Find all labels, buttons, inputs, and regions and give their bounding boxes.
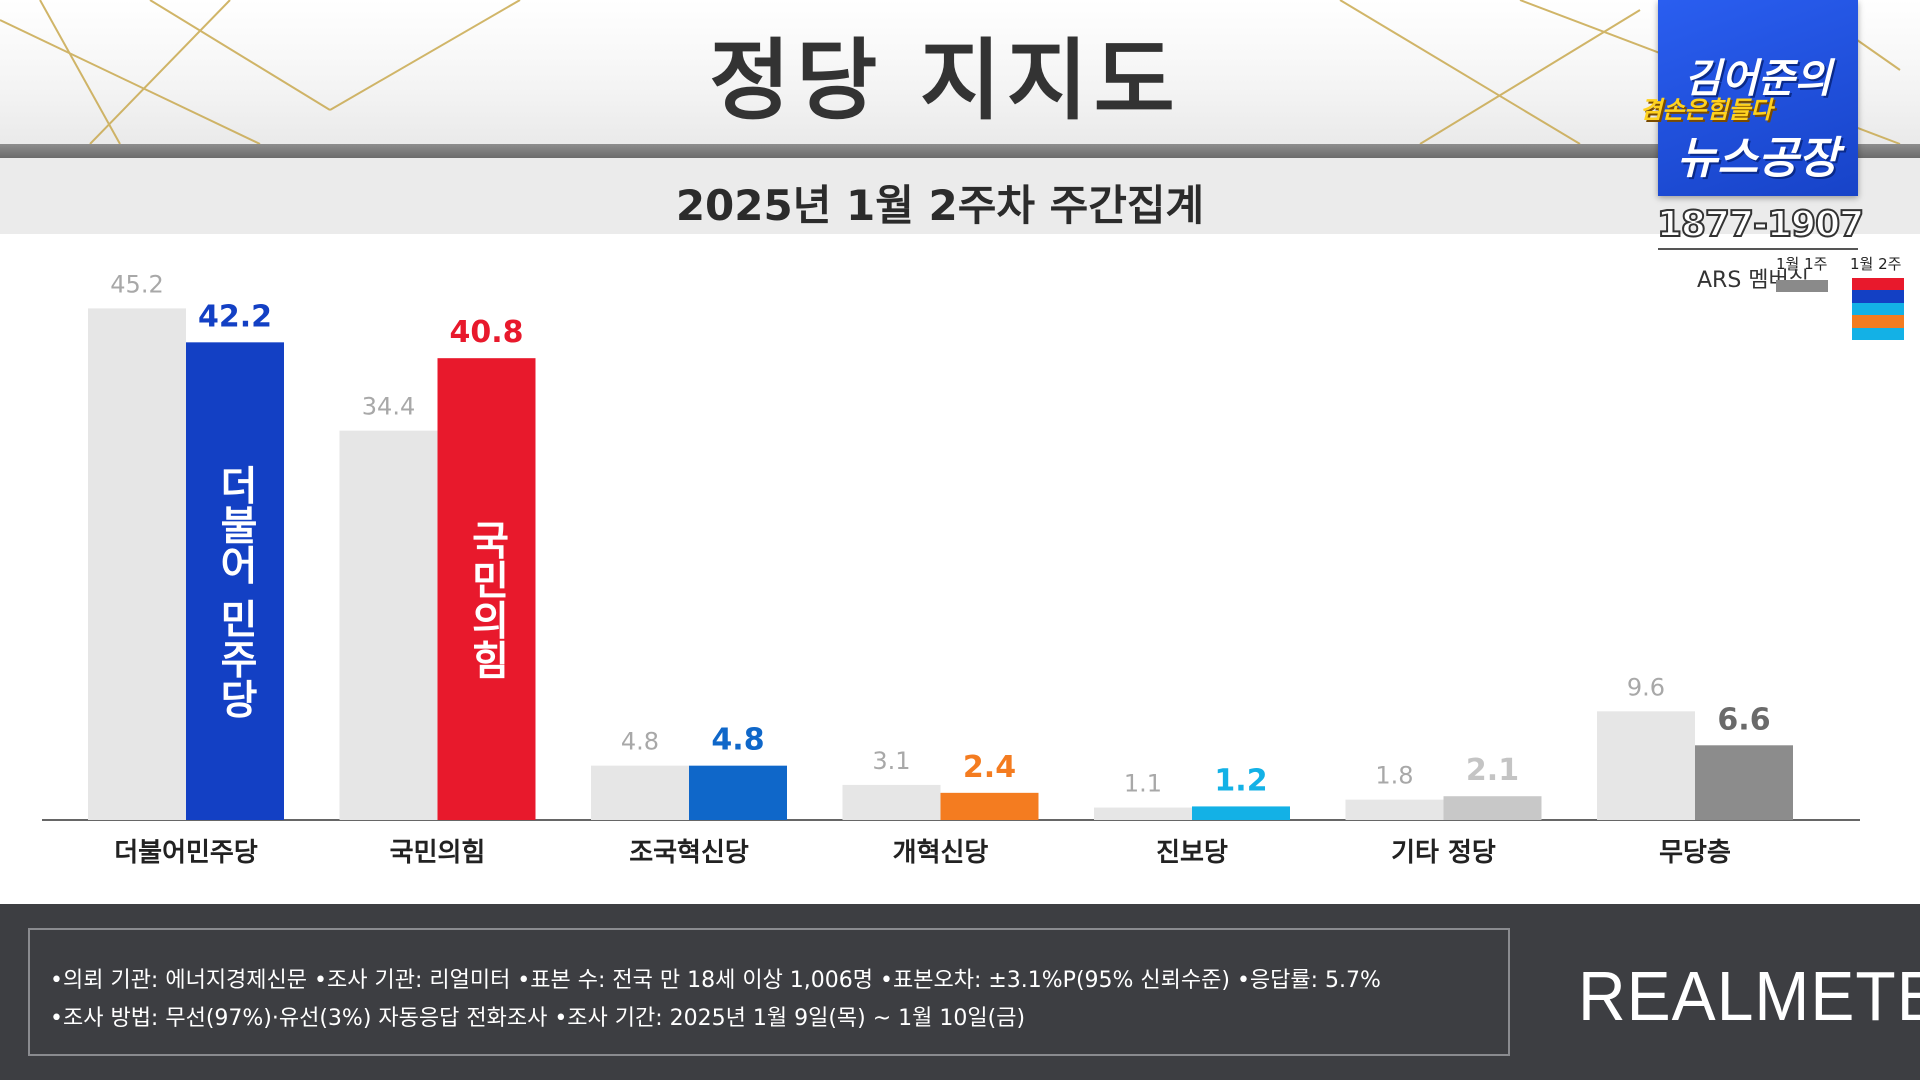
survey-note-1: •의뢰 기관: 에너지경제신문 •조사 기관: 리얼미터 •표본 수: 전국 만…: [50, 968, 1381, 993]
category-label-국민의힘: 국민의힘: [389, 838, 486, 868]
header: 정당 지지도: [0, 0, 1920, 144]
bar-week1-무당층: [1597, 711, 1695, 820]
header-divider: [0, 144, 1920, 158]
bar-week1-개혁신당: [842, 784, 941, 820]
phone-underline: [1658, 248, 1858, 250]
category-label-무당층: 무당층: [1659, 838, 1731, 868]
realmeter-logo: REALMETER: [1578, 957, 1920, 1035]
bar-mark-국민의힘: 국민의힘: [464, 519, 510, 679]
value-label-week2-진보당: 1.2: [1214, 763, 1267, 798]
page-subtitle: 2025년 1월 2주차 주간집계: [675, 181, 1205, 230]
bar-week2-개혁신당: [940, 792, 1039, 820]
value-label-week1-조국혁신당: 4.8: [621, 728, 659, 756]
show-logo: 김어준의 겸손은힘들다 뉴스공장: [1640, 0, 1858, 196]
bar-week2-기타-정당: [1443, 796, 1542, 820]
value-label-week2-더불어민주당: 42.2: [198, 299, 272, 334]
logo-slogan: 겸손은힘들다: [1640, 96, 1773, 124]
value-label-week2-조국혁신당: 4.8: [711, 723, 764, 758]
logo-line-2: 뉴스공장: [1677, 133, 1839, 184]
value-label-week1-국민의힘: 34.4: [362, 393, 415, 421]
bar-week2-무당층: [1695, 745, 1793, 820]
value-label-week2-개혁신당: 2.4: [963, 750, 1016, 785]
bar-week1-국민의힘: [339, 430, 438, 820]
chart-canvas: 45.2 42.2 더불어 민주당 34.4 40.8 국민의힘 4.8 4.8 3.1 2.4 1…: [42, 270, 1860, 821]
bar-chart: 45.2 42.2 더불어 민주당 34.4 40.8 국민의힘 4.8 4.8 3.1 2.4 1…: [0, 234, 1920, 904]
value-label-week1-기타-정당: 1.8: [1375, 762, 1413, 790]
bar-week1-조국혁신당: [591, 765, 689, 820]
category-label-더불어민주당: 더불어민주당: [114, 838, 258, 868]
legend-week1-label: 1월 1주: [1776, 255, 1828, 273]
legend-week2-label: 1월 2주: [1850, 255, 1902, 273]
decorative-gold-lines: [0, 0, 1901, 144]
bar-week2-조국혁신당: [689, 765, 787, 820]
footer: •의뢰 기관: 에너지경제신문 •조사 기관: 리얼미터 •표본 수: 전국 만…: [0, 904, 1920, 1080]
category-label-개혁신당: 개혁신당: [892, 838, 989, 868]
bar-week1-기타-정당: [1345, 799, 1444, 820]
subtitle-band: 2025년 1월 2주차 주간집계: [0, 158, 1920, 234]
phone-number: 1877-1907: [1656, 203, 1865, 246]
bar-week2-국민의힘: [437, 358, 536, 820]
category-label-진보당: 진보당: [1156, 838, 1228, 868]
survey-note-2: •조사 방법: 무선(97%)·유선(3%) 자동응답 전화조사 •조사 기간:…: [50, 1006, 1026, 1031]
value-label-week2-국민의힘: 40.8: [449, 315, 523, 350]
category-label-기타-정당: 기타 정당: [1391, 838, 1496, 868]
value-label-week1-무당층: 9.6: [1627, 673, 1665, 701]
bar-week2-진보당: [1192, 806, 1290, 820]
legend-week1-swatch: [1776, 280, 1828, 292]
value-label-week2-기타-정당: 2.1: [1466, 753, 1519, 788]
bar-week1-더불어민주당: [88, 308, 186, 820]
bar-week1-진보당: [1094, 807, 1192, 820]
value-label-week1-개혁신당: 3.1: [872, 747, 910, 775]
value-label-week2-무당층: 6.6: [1717, 702, 1770, 737]
bar-week2-더불어민주당: [186, 342, 284, 820]
legend-week2-swatch: [1852, 278, 1904, 340]
value-label-week1-진보당: 1.1: [1124, 770, 1162, 798]
logo-line-1: 김어준의: [1684, 56, 1832, 102]
page-title: 정당 지지도: [709, 29, 1181, 132]
category-label-조국혁신당: 조국혁신당: [629, 838, 749, 868]
survey-info-box: •의뢰 기관: 에너지경제신문 •조사 기관: 리얼미터 •표본 수: 전국 만…: [28, 928, 1510, 1056]
bar-mark-더불어-민주당: 더불어 민주당: [212, 464, 258, 718]
value-label-week1-더불어민주당: 45.2: [110, 270, 163, 298]
